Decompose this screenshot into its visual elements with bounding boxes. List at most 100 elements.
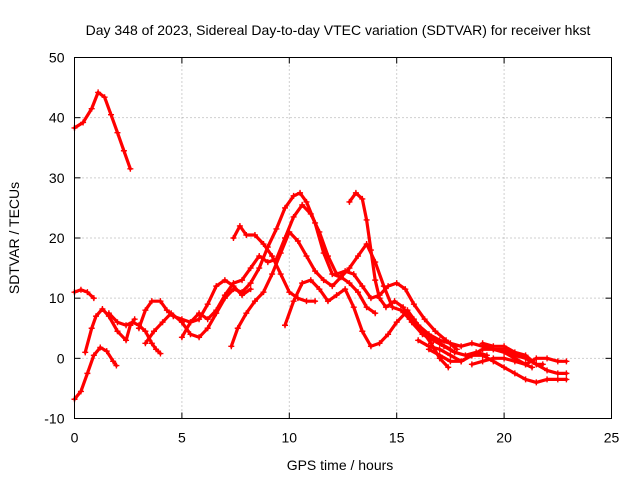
data-point bbox=[501, 343, 508, 350]
data-point bbox=[522, 376, 529, 383]
data-point bbox=[533, 355, 540, 362]
data-point bbox=[447, 358, 454, 365]
data-point bbox=[376, 340, 383, 347]
data-point bbox=[123, 337, 130, 344]
data-point bbox=[410, 301, 417, 308]
data-point bbox=[187, 319, 194, 326]
data-point bbox=[333, 292, 340, 299]
data-point bbox=[290, 213, 297, 220]
data-point bbox=[359, 195, 366, 202]
data-point bbox=[342, 268, 349, 275]
data-point bbox=[385, 331, 392, 338]
data-point bbox=[247, 280, 254, 287]
series-line bbox=[470, 356, 568, 366]
data-point bbox=[204, 301, 211, 308]
data-point bbox=[415, 337, 422, 344]
data-point bbox=[90, 295, 97, 302]
data-point bbox=[148, 298, 155, 305]
data-point bbox=[391, 298, 398, 305]
data-point bbox=[168, 310, 175, 317]
data-point bbox=[84, 289, 91, 296]
data-point bbox=[479, 346, 486, 353]
data-point bbox=[120, 147, 127, 154]
data-point bbox=[196, 334, 203, 341]
series-line bbox=[180, 203, 459, 351]
data-point bbox=[299, 280, 306, 287]
data-point bbox=[113, 362, 120, 369]
y-tick-label: 40 bbox=[49, 110, 65, 126]
data-point bbox=[355, 289, 362, 296]
data-point bbox=[105, 310, 112, 317]
series-arc-15 bbox=[425, 346, 570, 386]
data-point bbox=[404, 307, 411, 314]
data-point bbox=[297, 189, 304, 196]
data-point bbox=[544, 355, 551, 362]
data-point bbox=[400, 304, 407, 311]
data-point bbox=[436, 352, 443, 359]
data-point bbox=[436, 346, 443, 353]
data-point bbox=[432, 328, 439, 335]
data-point bbox=[490, 343, 497, 350]
data-point bbox=[230, 280, 237, 287]
ticks bbox=[74, 57, 612, 419]
series-arc-2 bbox=[71, 286, 97, 302]
data-point bbox=[307, 277, 314, 284]
data-point bbox=[376, 295, 383, 302]
data-point bbox=[440, 343, 447, 350]
x-tick-label: 0 bbox=[71, 430, 79, 446]
data-point bbox=[148, 340, 155, 347]
data-point bbox=[213, 307, 220, 314]
data-point bbox=[350, 304, 357, 311]
data-point bbox=[221, 277, 228, 284]
data-point bbox=[372, 277, 379, 284]
data-point bbox=[142, 340, 149, 347]
data-point bbox=[402, 286, 409, 293]
data-point bbox=[333, 271, 340, 278]
data-point bbox=[544, 367, 551, 374]
data-point bbox=[363, 304, 370, 311]
data-point bbox=[236, 222, 243, 229]
data-point bbox=[157, 298, 164, 305]
data-point bbox=[367, 295, 374, 302]
data-point bbox=[554, 358, 561, 365]
series-arc-9 bbox=[230, 222, 319, 305]
data-point bbox=[533, 379, 540, 386]
tick-labels: 0 5 10 15 20 25 -10 0 10 20 30 40 50 bbox=[44, 50, 619, 446]
data-point bbox=[196, 310, 203, 317]
data-point bbox=[350, 271, 357, 278]
data-point bbox=[269, 253, 276, 260]
data-point bbox=[468, 340, 475, 347]
data-point bbox=[544, 376, 551, 383]
data-point bbox=[479, 340, 486, 347]
data-point bbox=[337, 274, 344, 281]
data-point bbox=[316, 228, 323, 235]
data-point bbox=[533, 361, 540, 368]
data-point bbox=[251, 231, 258, 238]
data-point bbox=[372, 310, 379, 317]
y-tick-label: 10 bbox=[49, 290, 65, 306]
data-point bbox=[408, 319, 415, 326]
data-point bbox=[324, 253, 331, 260]
x-tick-label: 10 bbox=[282, 430, 298, 446]
y-axis-label: SDTVAR / TECUs bbox=[6, 182, 22, 294]
data-point bbox=[131, 316, 138, 323]
data-point bbox=[511, 349, 518, 356]
data-point bbox=[77, 286, 84, 293]
data-point bbox=[415, 322, 422, 329]
data-point bbox=[108, 111, 115, 118]
data-point bbox=[316, 286, 323, 293]
data-point bbox=[352, 189, 359, 196]
y-tick-label: 0 bbox=[57, 350, 65, 366]
data-point bbox=[389, 304, 396, 311]
data-point bbox=[92, 313, 99, 320]
data-point bbox=[436, 337, 443, 344]
data-point bbox=[447, 340, 454, 347]
data-point bbox=[114, 129, 121, 136]
data-point bbox=[204, 316, 211, 323]
data-point bbox=[82, 349, 89, 356]
data-point bbox=[447, 352, 454, 359]
data-point bbox=[123, 322, 130, 329]
data-point bbox=[230, 235, 237, 241]
data-point bbox=[187, 331, 194, 338]
